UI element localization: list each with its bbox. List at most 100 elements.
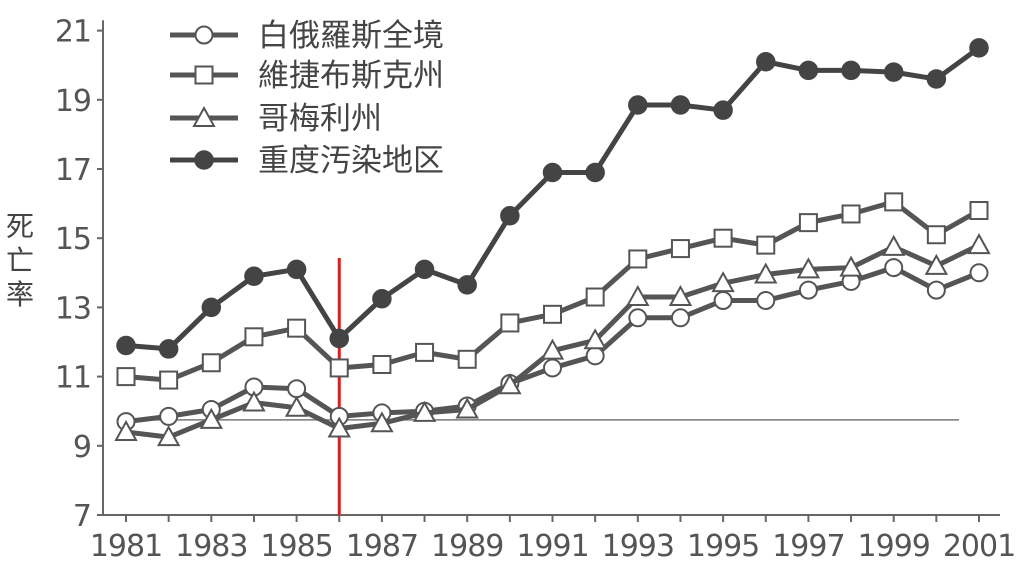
data-point [796,257,821,279]
legend-marker [194,25,214,45]
data-point [884,258,904,278]
data-point [540,338,565,360]
data-point [543,304,562,324]
x-tick-label: 1981 [90,529,162,564]
data-point [713,100,733,120]
x-tick-label: 1993 [602,529,674,564]
series-0 [116,258,989,432]
legend-label: 白俄羅斯全境 [258,18,444,54]
data-point [798,280,818,300]
data-point [756,51,776,72]
data-point [756,235,776,255]
data-point [500,205,520,226]
data-point [543,358,562,378]
x-tick-label: 2001 [943,529,1015,564]
data-point [287,318,307,338]
data-point [670,95,691,115]
data-point [201,297,222,318]
data-point [841,204,861,224]
y-axis-title-char: 率 [6,278,34,311]
data-point [583,328,607,350]
y-tick-label: 13 [55,291,91,326]
legend-item: 維捷布斯克州 [170,58,444,94]
legend-label: 哥梅利州 [258,101,382,137]
data-point [798,60,819,81]
data-point [628,249,648,269]
data-point [199,407,223,429]
y-tick-label: 21 [55,15,91,50]
y-axis-title-char: 亡 [6,244,34,277]
legend-label: 維捷布斯克州 [258,58,444,94]
data-point [498,373,522,395]
data-point [372,354,392,374]
data-point [969,38,989,58]
series-layer [114,38,991,447]
x-tick-label: 1991 [516,529,588,564]
data-point [370,411,394,433]
reference-lines [126,258,959,515]
data-point [926,280,946,300]
data-point [412,400,437,422]
data-point [628,95,648,115]
y-tick-label: 7 [73,499,91,534]
data-point [329,328,349,349]
data-point [201,353,221,373]
data-point [159,370,179,390]
data-point [158,339,179,359]
legend-marker [192,105,216,127]
x-tick-label: 1983 [175,529,247,564]
data-point [244,266,264,287]
data-point [839,255,863,277]
data-point [455,397,479,419]
data-point [711,271,735,293]
data-point [713,290,733,310]
data-point [670,239,690,259]
data-point [969,201,989,221]
data-point [926,225,946,245]
data-point [116,335,136,356]
data-point [244,327,264,347]
data-point [287,379,307,399]
data-point [713,228,733,248]
data-point [883,62,904,82]
axes: 7 9 11 13 15 17 19 21 1981 1983 1985 1987 1989 1991 19… [55,15,1016,564]
data-point [457,275,477,295]
x-tick-label: 1989 [431,529,503,564]
y-tick-label: 11 [55,361,91,396]
data-point [585,346,605,366]
data-point [841,60,861,81]
y-tick-label: 19 [55,84,91,119]
data-point [156,425,181,447]
legend-item: 重度汚染地区 [170,143,444,179]
series-line [125,45,981,352]
data-point [542,162,563,183]
data-point [882,234,906,256]
legend-item: 哥梅利州 [170,101,382,137]
legend-label: 重度汚染地区 [258,143,444,179]
x-tick-label: 1995 [687,529,759,564]
y-axis-title: 死亡率 [6,210,34,311]
data-point [415,342,435,362]
y-axis-title-char: 死 [6,210,34,243]
series-2 [114,233,991,447]
data-point [924,253,949,275]
legend-item: 白俄羅斯全境 [170,18,444,54]
data-point [969,263,989,283]
data-point [159,406,179,426]
legend-marker [194,65,214,85]
data-point [284,395,309,417]
x-tick-label: 1985 [260,529,332,564]
data-point [457,349,477,369]
data-point [500,313,520,333]
data-point [329,358,349,378]
data-point [372,289,392,309]
data-point [414,259,435,280]
data-point [114,419,138,441]
data-point [754,262,778,284]
data-point [242,390,266,412]
y-tick-label: 15 [55,222,91,257]
series-3 [116,38,989,359]
data-point [628,308,648,328]
